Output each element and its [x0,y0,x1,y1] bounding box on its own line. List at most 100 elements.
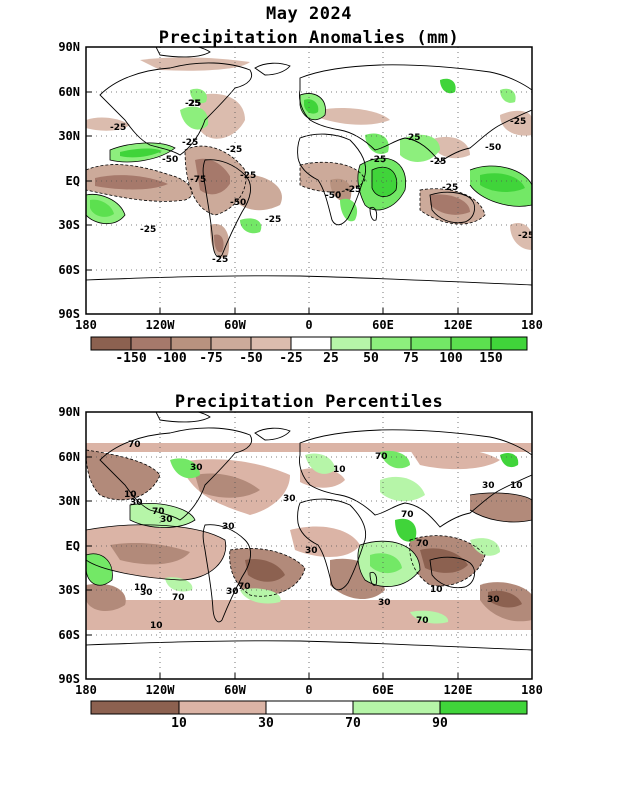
contour-label: 70 [416,616,429,626]
contour-label: 30 [305,546,318,556]
contour-label: -25 [240,171,256,181]
anomaly-contour-labels: -25 -25 -50 -25 -75 -25 -50 -25 -25 -25 … [110,99,534,265]
coastlines [86,47,532,314]
lat-tick-label: 90S [58,672,80,686]
lat-tick-label: 30S [58,218,80,232]
anomalies-title: Precipitation Anomalies (mm) [158,28,460,48]
contour-label: 30 [226,587,239,597]
lat-tick-label: 60N [58,85,80,99]
contour-label: 30 [190,463,203,473]
contour-label: 10 [150,621,163,631]
contour-label: -25 [510,117,526,127]
percentile-colorbar [90,700,528,715]
contour-label: -25 [212,255,228,265]
colorbar-swatch [410,336,452,351]
contour-label: -50 [162,155,178,165]
colorbar-swatch [210,336,252,351]
contour-label: -25 [185,99,201,109]
lat-tick-label: 60N [58,450,80,464]
colorbar-swatch [330,336,372,351]
colorbar-swatch [439,700,528,715]
anomaly-map: -25 -25 -50 -25 -75 -25 -50 -25 -25 -25 … [86,47,534,314]
colorbar-swatch [90,336,132,351]
lon-tick-label: 60E [372,683,394,697]
colorbar-swatch [90,700,180,715]
colorbar-swatch [370,336,412,351]
contour-label: -25 [226,145,242,155]
anomaly-axis-ticks [86,91,459,314]
contour-label: 10 [333,465,346,475]
lon-tick-label: 0 [305,683,313,697]
lon-tick-label: 60E [372,318,394,332]
percentile-contours [86,449,532,597]
colorbar-label: -75 [199,351,223,366]
lon-tick-label: 120E [443,318,473,332]
contour-label: 70 [416,539,429,549]
colorbar-swatch [490,336,528,351]
coastlines-bottom [86,412,532,679]
contour-label: 30 [130,498,143,508]
percentile-axis-ticks [86,456,459,679]
anomaly-colorbar [90,336,528,351]
lon-tick-label: 120E [443,683,473,697]
colorbar-label: 50 [363,351,379,366]
contour-label: 70 [375,452,388,462]
lon-tick-label: 180 [75,318,97,332]
contour-label: -50 [325,191,341,201]
contour-label: 70 [128,440,141,450]
contour-label: 10 [134,583,147,593]
lat-tick-label: EQ [65,539,80,553]
lon-tick-label: 180 [75,683,97,697]
contour-label: -25 [182,138,198,148]
lat-tick-label: 90N [58,40,80,54]
percentiles-title: Precipitation Percentiles [174,392,444,412]
contour-label: 30 [160,515,173,525]
contour-label: -75 [190,175,206,185]
percentile-map: 70 30 10 30 70 30 30 30 70 10 70 30 70 7… [86,412,532,679]
contour-label: 10 [430,585,443,595]
lat-tick-label: 90S [58,307,80,321]
contour-label: 70 [152,507,165,517]
contour-label: 30 [140,588,153,598]
contour-label: -25 [265,215,281,225]
colorbar-label: 150 [479,351,503,366]
contour-label: -25 [140,225,156,235]
lon-tick-label: 120W [145,683,175,697]
contour-label: -25 [345,185,361,195]
colorbar-swatch [130,336,172,351]
colorbar-label: 75 [403,351,419,366]
percentile-shading [86,443,532,630]
contour-label: 30 [222,522,235,532]
contour-label: 70 [172,593,185,603]
contour-label: 25 [188,99,201,109]
colorbar-swatch [250,336,292,351]
contour-label: -25 [370,155,386,165]
contour-label: 30 [487,595,500,605]
page-title: May 2024 [266,4,352,24]
lat-tick-label: 30S [58,583,80,597]
contour-label: -50 [230,198,246,208]
colorbar-swatch [290,336,332,351]
contour-label: -25 [110,123,126,133]
lon-tick-label: 0 [305,318,313,332]
colorbar-label: -50 [239,351,263,366]
contour-label: -25 [518,231,534,241]
lat-tick-label: 60S [58,628,80,642]
contour-label: 70 [401,510,414,520]
colorbar-swatch [450,336,492,351]
colorbar-swatch [170,336,212,351]
colorbar-label: -25 [279,351,303,366]
colorbar-swatch [178,700,267,715]
contour-label: 30 [378,598,391,608]
colorbar-label: 30 [258,716,274,731]
colorbar-label: 100 [439,351,463,366]
lon-tick-label: 60W [224,318,246,332]
lat-tick-label: 30N [58,494,80,508]
anomaly-shading [86,57,532,258]
contour-label: 30 [283,494,296,504]
colorbar-label: 70 [345,716,361,731]
contour-label: -25 [430,157,446,167]
lat-tick-label: EQ [65,174,80,188]
colorbar-label: 90 [432,716,448,731]
